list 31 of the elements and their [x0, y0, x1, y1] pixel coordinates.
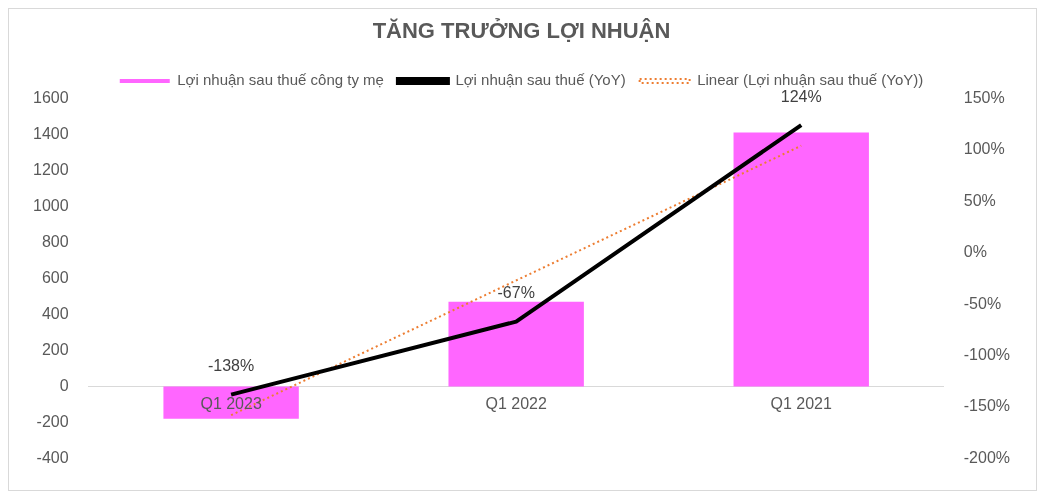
data-label: 124%	[780, 87, 822, 105]
y-tick-label: 400	[41, 304, 69, 322]
y-tick-label: 600	[41, 268, 69, 286]
data-label: -138%	[207, 357, 255, 375]
chart-title: TĂNG TRƯỞNG LỢI NHUẬN	[372, 18, 671, 44]
y2-tick-label: 0%	[963, 243, 987, 261]
y-tick-label: 800	[41, 232, 69, 250]
bar	[448, 301, 584, 387]
y-tick-label: -400	[36, 448, 69, 466]
y-tick-label: -200	[36, 412, 69, 430]
legend-label: Linear (Lợi nhuận sau thuế (YoY))	[697, 71, 924, 89]
legend-label: Lợi nhuận sau thuế (YoY)	[455, 71, 626, 89]
x-tick-label: Q1 2022	[485, 394, 547, 412]
data-label: -67%	[497, 284, 535, 302]
y2-tick-label: -150%	[963, 397, 1010, 415]
y2-tick-label: -50%	[963, 294, 1002, 312]
y2-tick-label: -100%	[963, 345, 1010, 363]
legend-label: Lợi nhuận sau thuế công ty mẹ	[177, 71, 384, 89]
y-tick-label: 0	[59, 376, 69, 394]
y2-tick-label: 150%	[963, 88, 1005, 106]
y2-tick-label: 50%	[963, 191, 996, 209]
y-tick-label: 1000	[33, 196, 69, 214]
x-tick-label: Q1 2021	[770, 394, 833, 412]
y-tick-label: 1200	[33, 160, 69, 178]
x-tick-label: Q1 2023	[200, 394, 262, 412]
bar	[733, 132, 869, 387]
y2-tick-label: 100%	[963, 140, 1005, 158]
y-tick-label: 1400	[33, 124, 69, 142]
y-tick-label: 1600	[33, 88, 69, 106]
y2-tick-label: -200%	[963, 448, 1010, 466]
y-tick-label: 200	[41, 340, 69, 358]
